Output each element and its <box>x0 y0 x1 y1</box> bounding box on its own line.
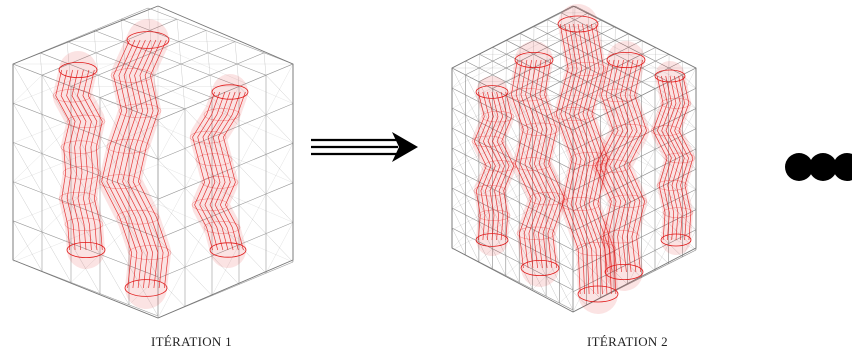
iteration-2-fibers <box>471 4 696 314</box>
iteration-2-label: ITÉRATION 2 <box>587 334 668 349</box>
iteration-2-mesh-cube <box>451 4 697 314</box>
ellipsis-icon <box>785 153 852 181</box>
iteration-1-fibers <box>52 19 249 309</box>
iteration-1-label: ITÉRATION 1 <box>151 334 232 349</box>
iteration-1-mesh-cube <box>12 5 294 319</box>
double-arrow-icon <box>311 132 418 162</box>
